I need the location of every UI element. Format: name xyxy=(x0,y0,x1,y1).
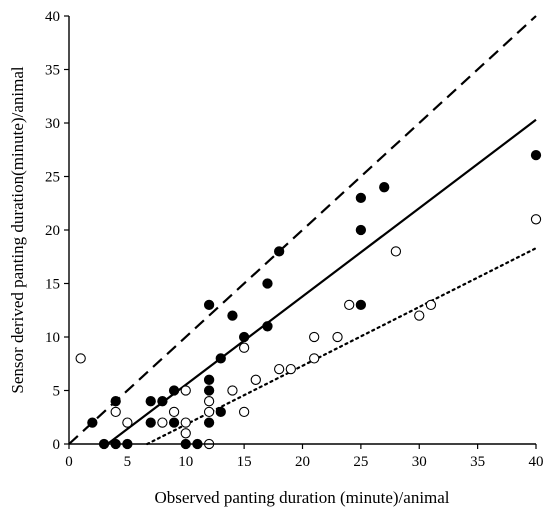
open-data-point xyxy=(309,353,320,364)
y-tick-label: 10 xyxy=(45,330,60,346)
filled-data-point xyxy=(379,182,390,193)
filled-data-point xyxy=(168,417,180,428)
filled-data-point xyxy=(145,417,156,428)
open-data-point xyxy=(309,331,320,343)
filled-data-point xyxy=(262,321,273,332)
filled-data-point xyxy=(203,417,215,428)
filled-data-point xyxy=(227,310,238,321)
filled-data-point xyxy=(215,353,226,364)
filled-data-point xyxy=(355,299,367,311)
x-tick-label: 15 xyxy=(237,454,252,470)
x-tick-label: 25 xyxy=(353,454,368,470)
y-tick-label: 25 xyxy=(45,170,60,186)
open-data-point xyxy=(332,331,343,343)
x-axis-ticks: 0 5 10 15 20 25 30 35 40 xyxy=(65,444,544,470)
open-data-point xyxy=(250,374,261,385)
x-tick-label: 35 xyxy=(470,454,485,470)
x-tick-label: 0 xyxy=(65,454,73,470)
open-data-point xyxy=(203,396,215,407)
filled-data-point xyxy=(355,192,367,204)
y-tick-label: 20 xyxy=(45,223,60,239)
open-data-point xyxy=(203,406,215,418)
open-data-point xyxy=(227,385,238,396)
open-data-point xyxy=(157,417,168,428)
open-data-point xyxy=(75,353,86,364)
x-tick-label: 20 xyxy=(295,454,310,470)
open-data-point xyxy=(530,214,542,225)
y-tick-label: 35 xyxy=(45,63,60,79)
open-data-point xyxy=(180,385,191,396)
filled-data-point xyxy=(262,278,273,289)
y-tick-label: 5 xyxy=(53,384,61,400)
filled-data-point xyxy=(87,417,98,428)
filled-data-point xyxy=(157,396,168,407)
filled-data-point xyxy=(145,396,156,407)
open-data-point xyxy=(285,363,296,375)
y-axis-label: Sensor derived panting duration(minute)/… xyxy=(8,66,27,393)
filled-data-point xyxy=(273,246,285,257)
data-points xyxy=(75,149,542,450)
filled-data-point xyxy=(203,299,215,311)
fit-lines xyxy=(68,15,538,446)
open-data-point xyxy=(180,417,191,428)
open-data-point xyxy=(238,406,250,418)
open-data-point xyxy=(122,417,133,428)
filled-data-point xyxy=(238,331,250,343)
open-data-point xyxy=(273,363,285,375)
regression-line-solid xyxy=(106,118,537,445)
x-tick-label: 30 xyxy=(412,454,427,470)
filled-data-point xyxy=(215,406,226,418)
y-tick-label: 40 xyxy=(45,9,60,25)
open-data-point xyxy=(414,310,425,321)
open-data-point xyxy=(390,246,402,257)
y-tick-label: 30 xyxy=(45,116,60,132)
filled-data-point xyxy=(203,374,215,385)
filled-data-point xyxy=(530,149,542,161)
filled-data-point xyxy=(203,385,215,396)
x-tick-label: 5 xyxy=(124,454,132,470)
filled-data-point xyxy=(168,385,180,396)
open-data-point xyxy=(425,299,437,311)
open-data-point xyxy=(110,406,121,418)
open-data-point xyxy=(344,299,355,311)
x-tick-label: 40 xyxy=(529,454,544,470)
identity-line-dashed xyxy=(68,15,537,445)
y-tick-label: 0 xyxy=(53,437,61,453)
open-data-point xyxy=(168,406,180,418)
open-data-point xyxy=(238,342,250,353)
filled-data-point xyxy=(110,396,121,407)
filled-data-point xyxy=(355,224,367,236)
x-axis-label: Observed panting duration (minute)/anima… xyxy=(154,488,449,507)
y-axis-ticks: 0 5 10 15 20 25 30 35 40 xyxy=(45,9,69,453)
open-data-point xyxy=(180,428,191,439)
y-tick-label: 15 xyxy=(45,277,60,293)
x-tick-label: 10 xyxy=(178,454,193,470)
